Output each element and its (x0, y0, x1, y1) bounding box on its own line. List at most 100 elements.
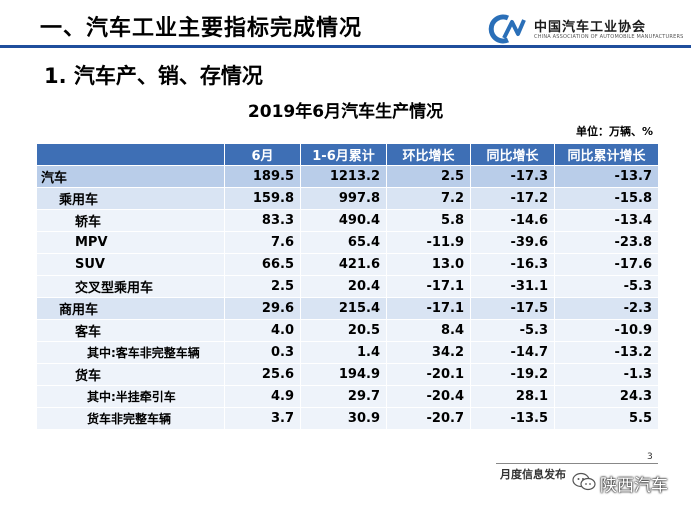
row-label: 货车非完整车辆 (36, 407, 225, 430)
cell-yoy-cum: -1.3 (554, 363, 659, 386)
footer-divider (496, 463, 658, 464)
row-label: 交叉型乘用车 (36, 275, 225, 298)
cell-june: 159.8 (224, 187, 301, 210)
row-label: 其中:客车非完整车辆 (36, 341, 225, 364)
row-label: MPV (36, 231, 225, 254)
page-title: 一、汽车工业主要指标完成情况 (40, 16, 363, 41)
cell-cumulative: 421.6 (300, 253, 387, 276)
row-label: 汽车 (36, 165, 225, 188)
caam-logo-icon (488, 14, 526, 44)
logo-subtitle: CHINA ASSOCIATION OF AUTOMOBILE MANUFACT… (534, 34, 684, 40)
logo-name: 中国汽车工业协会 (534, 20, 647, 35)
wechat-icon (572, 472, 596, 491)
cell-june: 2.5 (224, 275, 301, 298)
table-row: 货车非完整车辆 3.7 30.9 -20.7 -13.5 5.5 (36, 407, 659, 430)
cell-mom: 34.2 (386, 341, 471, 364)
cell-yoy-cum: -5.3 (554, 275, 659, 298)
cell-cumulative: 20.5 (300, 319, 387, 342)
cell-cumulative: 490.4 (300, 209, 387, 232)
cell-yoy-cum: -10.9 (554, 319, 659, 342)
row-label: 货车 (36, 363, 225, 386)
header-yoy-cum-growth: 同比累计增长 (554, 143, 659, 166)
table-row: 乘用车 159.8 997.8 7.2 -17.2 -15.8 (36, 187, 659, 210)
cell-june: 4.9 (224, 385, 301, 408)
row-label: 客车 (36, 319, 225, 342)
header-blank (36, 143, 225, 166)
cell-yoy-cum: -23.8 (554, 231, 659, 254)
cell-yoy-cum: -2.3 (554, 297, 659, 320)
cell-yoy: -39.6 (470, 231, 555, 254)
row-label: SUV (36, 253, 225, 276)
cell-june: 83.3 (224, 209, 301, 232)
cell-mom: -17.1 (386, 275, 471, 298)
cell-mom: 7.2 (386, 187, 471, 210)
cell-june: 189.5 (224, 165, 301, 188)
cell-yoy-cum: -17.6 (554, 253, 659, 276)
cell-yoy: -16.3 (470, 253, 555, 276)
cell-mom: 5.8 (386, 209, 471, 232)
cell-cumulative: 194.9 (300, 363, 387, 386)
wechat-watermark: 陕西汽车 (572, 470, 684, 496)
cell-june: 25.6 (224, 363, 301, 386)
page-number: 3 (647, 452, 653, 462)
cell-yoy: -17.3 (470, 165, 555, 188)
table-row: 其中:半挂牵引车 4.9 29.7 -20.4 28.1 24.3 (36, 385, 659, 408)
header-yoy-growth: 同比增长 (470, 143, 555, 166)
unit-label: 单位：万辆、% (575, 125, 653, 138)
cell-cumulative: 30.9 (300, 407, 387, 430)
header-june: 6月 (224, 143, 301, 166)
cell-yoy-cum: -15.8 (554, 187, 659, 210)
cell-cumulative: 1213.2 (300, 165, 387, 188)
cell-mom: -11.9 (386, 231, 471, 254)
cell-yoy: -14.7 (470, 341, 555, 364)
cell-june: 66.5 (224, 253, 301, 276)
table-row: 交叉型乘用车 2.5 20.4 -17.1 -31.1 -5.3 (36, 275, 659, 298)
section-title: 1. 汽车产、销、存情况 (44, 64, 263, 88)
table-title: 2019年6月汽车生产情况 (247, 102, 444, 122)
cell-june: 0.3 (224, 341, 301, 364)
table-row: SUV 66.5 421.6 13.0 -16.3 -17.6 (36, 253, 659, 276)
cell-june: 3.7 (224, 407, 301, 430)
production-table: 6月 1-6月累计 环比增长 同比增长 同比累计增长 汽车 189.5 1213… (36, 143, 659, 430)
cell-mom: -20.7 (386, 407, 471, 430)
cell-june: 29.6 (224, 297, 301, 320)
table-header-row: 6月 1-6月累计 环比增长 同比增长 同比累计增长 (36, 143, 659, 166)
title-divider (0, 45, 691, 48)
row-label: 商用车 (36, 297, 225, 320)
cell-mom: 8.4 (386, 319, 471, 342)
row-label: 其中:半挂牵引车 (36, 385, 225, 408)
cell-june: 4.0 (224, 319, 301, 342)
cell-yoy-cum: -13.4 (554, 209, 659, 232)
cell-yoy: -17.5 (470, 297, 555, 320)
table-row: 货车 25.6 194.9 -20.1 -19.2 -1.3 (36, 363, 659, 386)
cell-mom: 2.5 (386, 165, 471, 188)
cell-yoy: 28.1 (470, 385, 555, 408)
cell-yoy-cum: 5.5 (554, 407, 659, 430)
cell-june: 7.6 (224, 231, 301, 254)
watermark-text: 陕西汽车 (600, 476, 668, 496)
cell-cumulative: 215.4 (300, 297, 387, 320)
cell-mom: -20.4 (386, 385, 471, 408)
header-mom-growth: 环比增长 (386, 143, 471, 166)
cell-yoy: -19.2 (470, 363, 555, 386)
table-row: 客车 4.0 20.5 8.4 -5.3 -10.9 (36, 319, 659, 342)
footer-text: 月度信息发布 (500, 468, 566, 481)
header-cumulative: 1-6月累计 (300, 143, 387, 166)
row-label: 轿车 (36, 209, 225, 232)
cell-mom: -20.1 (386, 363, 471, 386)
cell-cumulative: 29.7 (300, 385, 387, 408)
row-label: 乘用车 (36, 187, 225, 210)
caam-logo: 中国汽车工业协会 CHINA ASSOCIATION OF AUTOMOBILE… (488, 12, 683, 46)
cell-yoy: -31.1 (470, 275, 555, 298)
table-row: 商用车 29.6 215.4 -17.1 -17.5 -2.3 (36, 297, 659, 320)
cell-cumulative: 997.8 (300, 187, 387, 210)
cell-yoy: -14.6 (470, 209, 555, 232)
cell-cumulative: 1.4 (300, 341, 387, 364)
cell-mom: -17.1 (386, 297, 471, 320)
cell-yoy: -13.5 (470, 407, 555, 430)
cell-yoy-cum: -13.2 (554, 341, 659, 364)
cell-cumulative: 20.4 (300, 275, 387, 298)
cell-cumulative: 65.4 (300, 231, 387, 254)
table-row: 汽车 189.5 1213.2 2.5 -17.3 -13.7 (36, 165, 659, 188)
cell-yoy: -5.3 (470, 319, 555, 342)
